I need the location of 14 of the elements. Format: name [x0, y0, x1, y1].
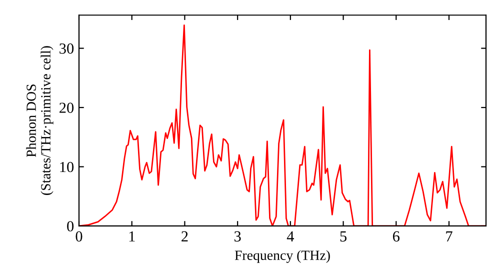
- x-tick-label: 6: [392, 231, 400, 242]
- x-tick-label: 1: [129, 231, 135, 242]
- x-tick-label: 7: [446, 231, 452, 242]
- y-tick-label: 30: [60, 43, 74, 54]
- x-axis-title: Frequency (THz): [234, 250, 330, 263]
- y-tick-label: 10: [60, 162, 74, 172]
- x-tick-label: 4: [286, 231, 294, 242]
- x-tick-label: 5: [340, 231, 347, 242]
- y-tick-label: 0: [67, 221, 74, 232]
- x-tick-label: 2: [182, 231, 188, 242]
- y-tick-label: 20: [60, 102, 74, 113]
- y-axis-title: Phonon DOS (States/THz·primitive cell): [26, 46, 54, 195]
- x-tick-label: 3: [234, 231, 241, 242]
- x-tick-label: 0: [76, 231, 82, 242]
